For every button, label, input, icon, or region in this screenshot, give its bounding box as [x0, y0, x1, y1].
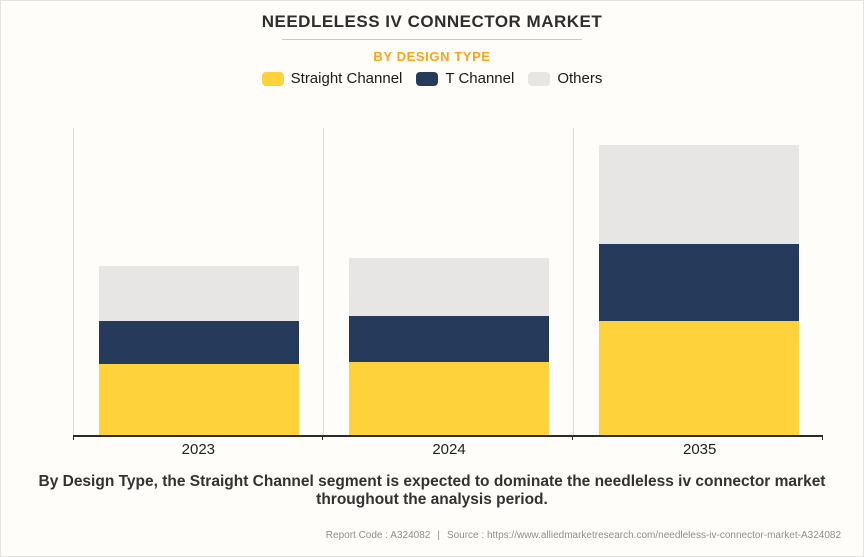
x-axis-label-2023: 2023	[181, 441, 216, 458]
plot-section-2024	[323, 128, 573, 435]
plot-section-2023	[73, 128, 323, 435]
x-axis-tick	[571, 435, 573, 440]
plot-area	[73, 128, 823, 440]
bar-segment-2023-t-channel[interactable]	[98, 321, 299, 364]
x-axis-tick	[822, 435, 823, 440]
report-code: Report Code : A324082	[325, 530, 431, 541]
bar-2024[interactable]	[348, 128, 549, 435]
plot-section-2035	[573, 128, 823, 435]
legend-label-others: Others	[557, 70, 603, 87]
legend-label-t-channel: T Channel	[445, 70, 515, 87]
bar-2023[interactable]	[98, 128, 299, 435]
bar-segment-2024-others[interactable]	[348, 258, 549, 316]
bar-segment-2035-t-channel[interactable]	[598, 244, 799, 322]
x-axis-label-2024: 2024	[432, 441, 466, 458]
legend-item-straight-channel[interactable]: Straight Channel	[261, 70, 403, 87]
bar-2035[interactable]	[598, 128, 799, 435]
legend-item-others[interactable]: Others	[528, 70, 602, 87]
bar-segment-2023-straight-channel[interactable]	[98, 364, 299, 435]
x-axis-labels: 2023 2024 2035	[73, 437, 825, 458]
legend-swatch-others	[528, 71, 551, 86]
legend-item-t-channel[interactable]: T Channel	[416, 70, 514, 87]
bar-segment-2024-straight-channel[interactable]	[348, 362, 549, 435]
x-axis-label-2035: 2035	[682, 441, 717, 458]
bar-segment-2035-others[interactable]	[598, 145, 799, 245]
bar-segment-2035-straight-channel[interactable]	[598, 321, 799, 435]
meta-separator: |	[437, 530, 440, 541]
x-axis-tick	[73, 435, 74, 440]
legend-swatch-straight-channel	[261, 71, 284, 86]
source-url: Source : https://www.alliedmarketresearc…	[446, 530, 841, 541]
chart-subtitle: BY DESIGN TYPE	[373, 49, 491, 64]
title-underline	[282, 39, 582, 40]
bar-segment-2024-t-channel[interactable]	[348, 316, 549, 362]
bar-segment-2023-others[interactable]	[98, 266, 299, 321]
legend: Straight Channel T Channel Others	[1, 70, 863, 87]
caption: By Design Type, the Straight Channel seg…	[38, 473, 826, 508]
chart-title: NEEDLELESS IV CONNECTOR MARKET	[261, 12, 603, 31]
x-axis-tick	[321, 435, 323, 440]
report-meta: Report Code : A324082 | Source : https://w…	[326, 530, 841, 541]
legend-swatch-t-channel	[416, 71, 439, 86]
legend-label-straight-channel: Straight Channel	[290, 70, 403, 87]
